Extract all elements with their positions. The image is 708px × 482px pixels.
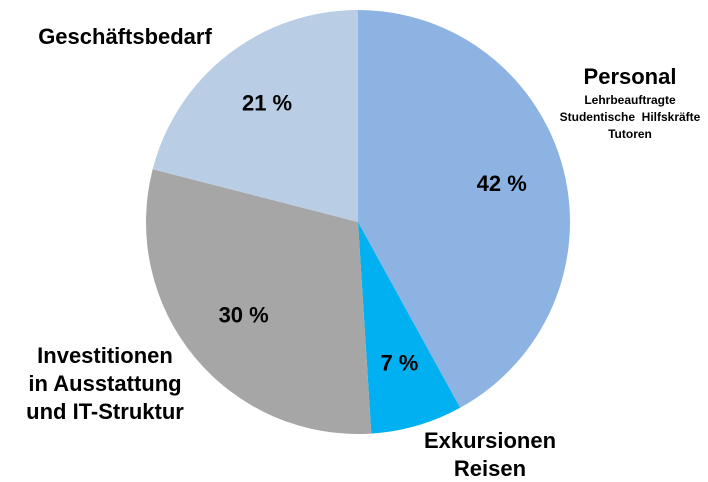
value-label: 42 % <box>477 171 527 196</box>
sub-label: Lehrbeauftragte <box>584 93 676 107</box>
pie-slice <box>358 222 461 434</box>
category-label: Reisen <box>454 456 526 481</box>
value-label: 30 % <box>219 302 269 327</box>
sub-label: Tutoren <box>608 127 652 141</box>
value-label: 7 % <box>380 350 418 375</box>
sub-label: Studentische Hilfskräfte <box>560 110 701 124</box>
pie-slice <box>145 169 372 434</box>
category-label: Investitionen <box>37 343 173 368</box>
value-label: 21 % <box>242 91 292 116</box>
pie-slice <box>358 10 570 408</box>
category-label: Personal <box>584 64 677 89</box>
category-label: Exkursionen <box>424 428 556 453</box>
category-label: und IT-Struktur <box>26 399 184 424</box>
category-label: in Ausstattung <box>28 371 181 396</box>
category-label: Geschäftsbedarf <box>38 24 212 49</box>
pie-slice <box>152 10 358 222</box>
